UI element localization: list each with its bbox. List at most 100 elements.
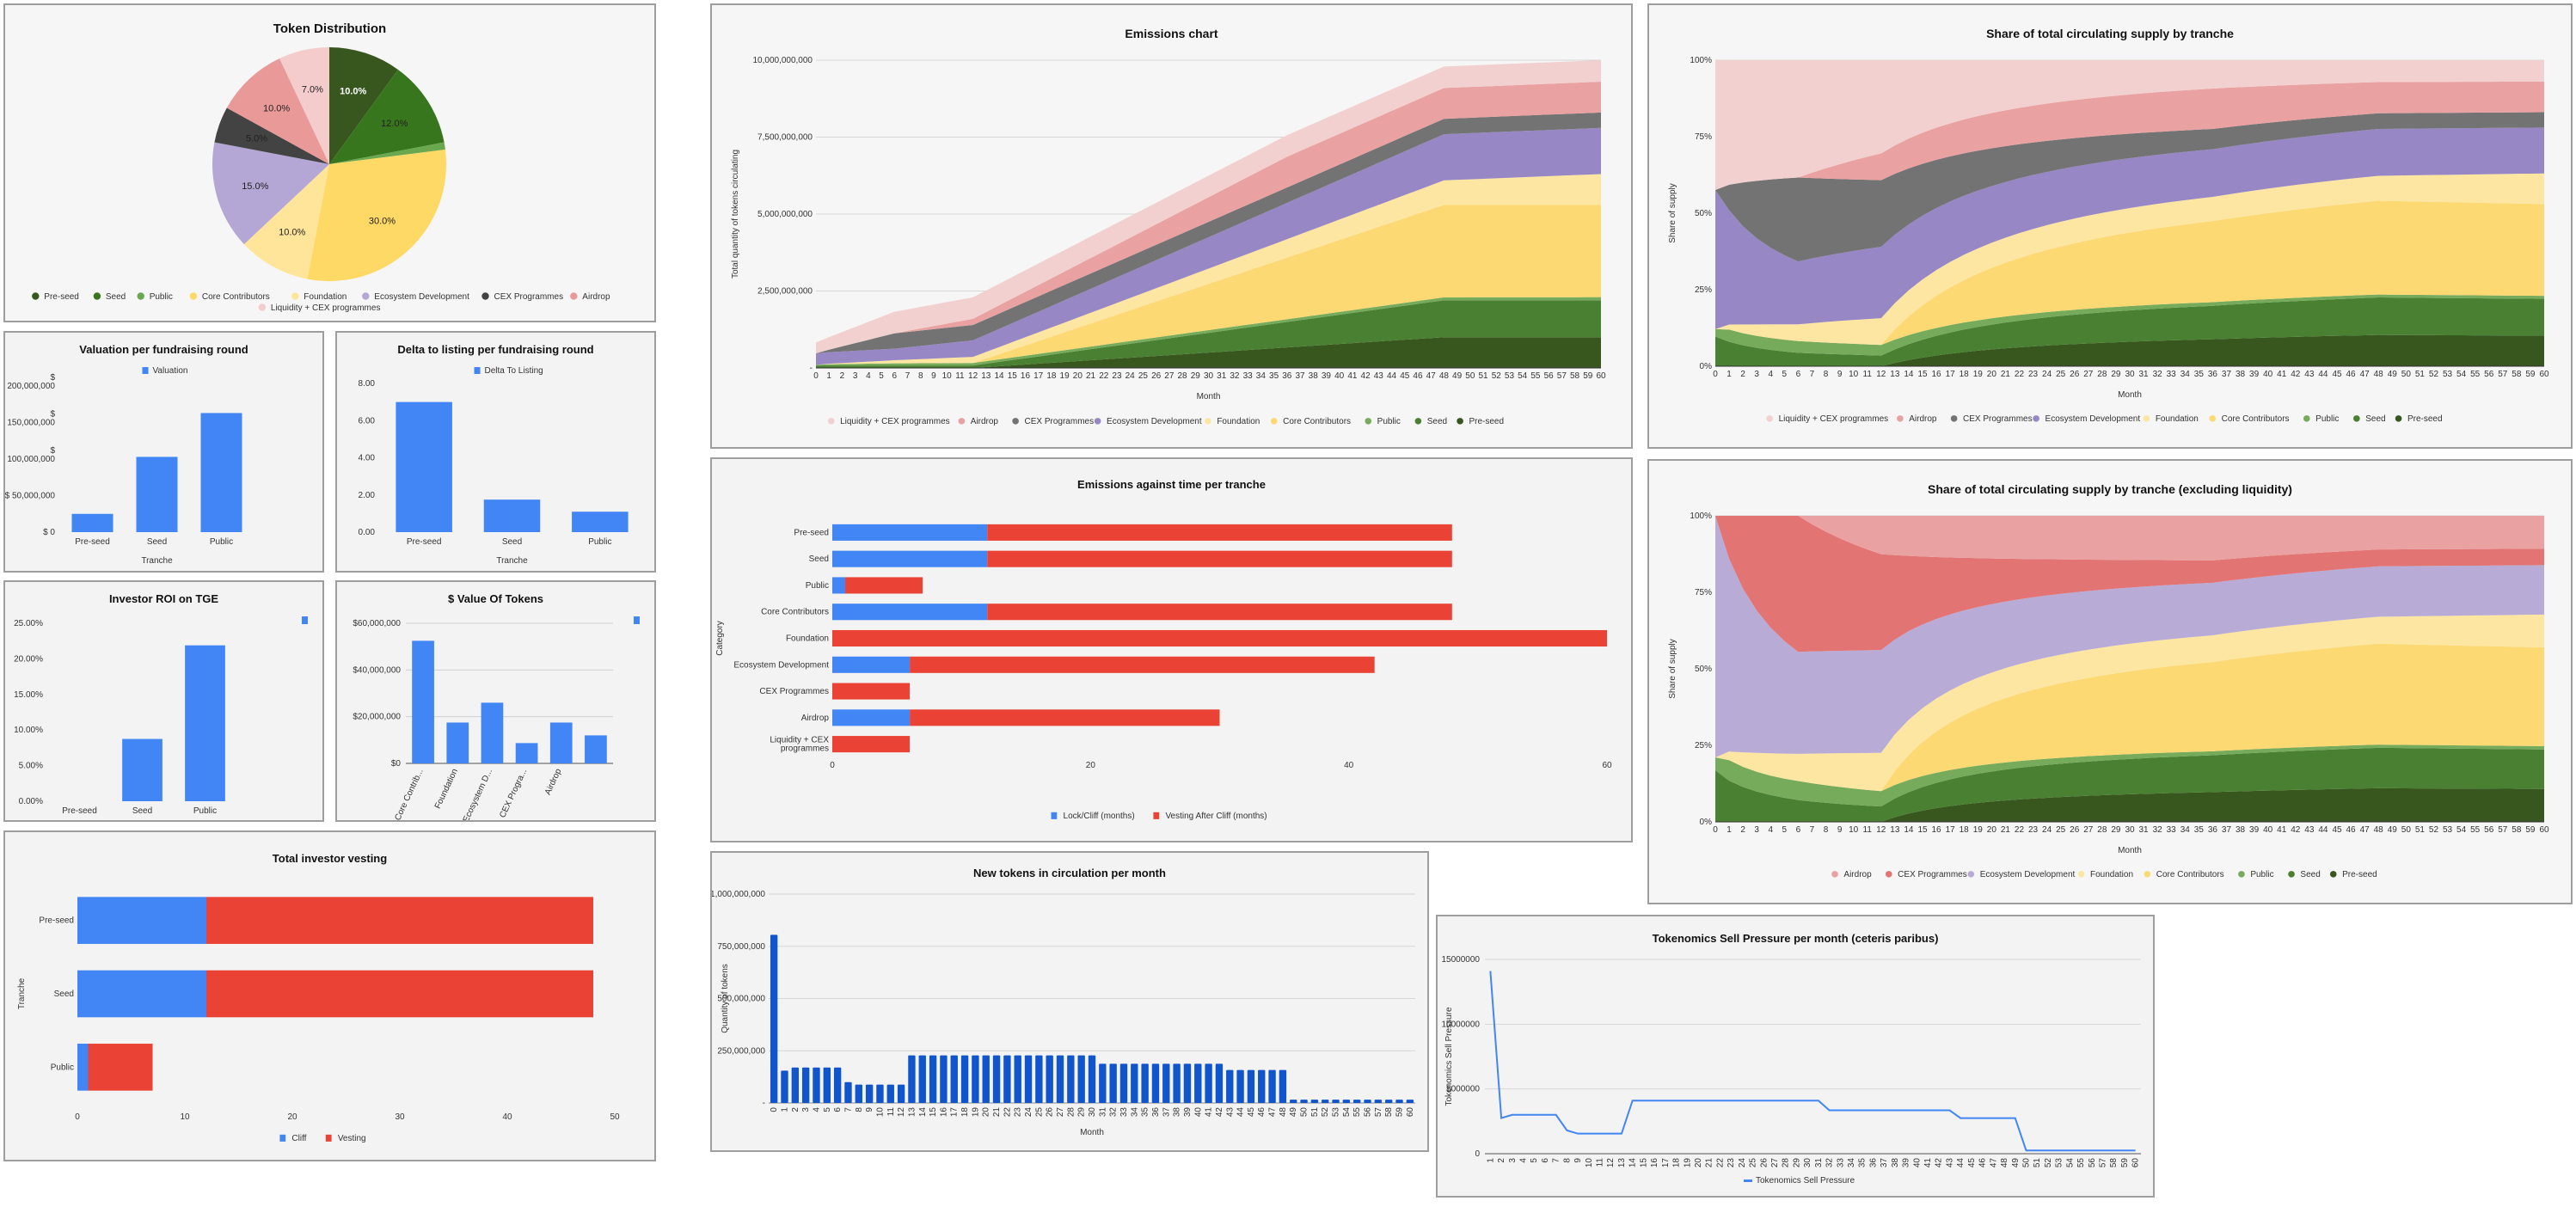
x-tick-label: 0 <box>770 1107 779 1112</box>
x-tick-label: 8 <box>855 1107 864 1112</box>
y-axis-label: Tranche <box>17 977 27 1009</box>
y-tick-label: 0.00 <box>359 528 376 537</box>
x-tick-label: 50 <box>2021 1158 2031 1168</box>
bar-segment <box>832 524 988 541</box>
x-tick-label: 14 <box>1904 370 1914 379</box>
x-tick-label: 11 <box>1863 370 1873 379</box>
x-tick-label: 51 <box>2415 370 2426 379</box>
x-tick-label: Core Contrib... <box>393 768 425 820</box>
y-tick-label: Airdrop <box>801 714 830 723</box>
x-tick-label: 2 <box>1740 370 1745 379</box>
x-tick-label: 36 <box>1151 1107 1161 1118</box>
x-tick-label: 11 <box>955 371 965 381</box>
x-tick-label: 39 <box>1183 1107 1193 1118</box>
bar <box>1035 1055 1043 1103</box>
y-tick-label: 100% <box>1690 512 1712 521</box>
x-tick-label: Airdrop <box>543 767 564 796</box>
x-tick-label: 56 <box>2088 1158 2097 1168</box>
panel-emissions: Emissions chart - 2,500,000,000 5,000,000,0… <box>710 3 1633 449</box>
x-tick-label: 49 <box>2388 370 2398 379</box>
y-tick-label: $ <box>50 373 55 383</box>
x-tick-label: 0 <box>830 761 835 770</box>
legend-label: Liquidity + CEX programmes <box>840 417 950 426</box>
x-tick-label: 13 <box>907 1107 917 1118</box>
x-tick-label: 51 <box>1310 1107 1320 1118</box>
x-tick-label: 40 <box>1334 371 1345 381</box>
y-tick-label: $ <box>50 446 55 456</box>
x-tick-label: 14 <box>994 371 1004 381</box>
x-tick-label: 48 <box>2374 825 2384 835</box>
legend-swatch <box>1094 418 1101 425</box>
chart-emissions-per-tranche: Emissions against time per tranche Pre-se… <box>715 478 1612 821</box>
x-tick-label: 37 <box>1162 1107 1171 1118</box>
y-tick-label: Seed <box>809 554 829 564</box>
x-tick-label: 36 <box>1282 371 1292 381</box>
x-tick-label: 2 <box>840 371 845 381</box>
x-tick-label: 13 <box>1890 825 1900 835</box>
legend-swatch <box>1744 1179 1752 1182</box>
x-tick-label: 18 <box>1960 825 1970 835</box>
y-axis-label: Share of supply <box>1668 639 1677 699</box>
pie-slice <box>329 47 398 164</box>
legend-label: Liquidity + CEX programmes <box>271 303 381 313</box>
x-tick-label: 25 <box>1138 371 1149 381</box>
x-tick-label: 7 <box>1552 1158 1561 1163</box>
x-tick-label: 48 <box>1439 371 1450 381</box>
x-tick-label: 52 <box>1321 1107 1330 1118</box>
x-tick-label: 6 <box>833 1107 843 1112</box>
x-tick-label: 10 <box>875 1107 885 1118</box>
x-tick-label: 3 <box>1508 1158 1518 1163</box>
x-tick-label: 50 <box>1465 371 1475 381</box>
x-tick-label: 31 <box>1217 371 1227 381</box>
x-tick-label: Public <box>588 537 611 547</box>
x-tick-label: 44 <box>1236 1107 1246 1118</box>
bar <box>1183 1063 1192 1103</box>
legend-swatch <box>142 367 149 374</box>
x-tick-label: 54 <box>1518 371 1528 381</box>
x-tick-label: 12 <box>1876 825 1886 835</box>
area-series <box>1715 112 2544 262</box>
x-tick-label: 25 <box>1749 1158 1758 1168</box>
x-tick-label: 51 <box>1478 371 1488 381</box>
x-tick-label: 22 <box>2015 825 2025 835</box>
x-tick-label: 44 <box>1387 371 1397 381</box>
bar <box>483 499 541 532</box>
y-tick-label: Public <box>51 1063 74 1072</box>
x-tick-label: 43 <box>2304 370 2315 379</box>
legend-label: Lock/Cliff (months) <box>1064 812 1135 821</box>
x-tick-label: 58 <box>2512 370 2522 379</box>
x-tick-label: Seed <box>502 537 522 547</box>
legend-swatch <box>2143 415 2150 422</box>
x-tick-label: 2 <box>1497 1158 1506 1163</box>
x-tick-label: 52 <box>2429 370 2439 379</box>
y-tick-label: 50% <box>1695 665 1712 674</box>
x-tick-label: 57 <box>2098 1158 2107 1168</box>
x-tick-label: 5 <box>1782 370 1788 379</box>
chart-title: New tokens in circulation per month <box>973 867 1166 879</box>
legend-swatch <box>2395 415 2402 422</box>
bar <box>1236 1069 1244 1103</box>
bar <box>200 413 242 532</box>
pie-slice <box>214 107 329 164</box>
legend-label: Pre-seed <box>2342 870 2377 879</box>
x-tick-label: 5 <box>1782 825 1788 835</box>
legend-label: Foundation <box>2156 414 2199 424</box>
chart-title: $ Value Of Tokens <box>448 592 543 605</box>
x-tick-label: 54 <box>2065 1158 2075 1168</box>
y-tick-label: Pre-seed <box>794 528 829 537</box>
y-tick-label: 4.00 <box>359 454 376 463</box>
x-tick-label: 20 <box>1987 825 1997 835</box>
x-tick-label: 38 <box>1891 1158 1900 1168</box>
x-tick-label: 29 <box>1077 1107 1087 1118</box>
x-tick-label: 40 <box>2263 825 2273 835</box>
legend-swatch <box>1012 418 1019 425</box>
x-tick-label: 4 <box>812 1107 821 1112</box>
bar <box>940 1055 948 1103</box>
bar <box>1215 1063 1224 1103</box>
chart-investor-vesting: Total investor vesting Pre-seed Seed Public… <box>17 852 620 1143</box>
x-tick-label: 16 <box>939 1107 948 1118</box>
pie-label: 12.0% <box>381 119 408 129</box>
bar <box>481 702 504 763</box>
y-tick-label: 50% <box>1695 209 1712 218</box>
x-tick-label: 56 <box>2484 825 2494 835</box>
